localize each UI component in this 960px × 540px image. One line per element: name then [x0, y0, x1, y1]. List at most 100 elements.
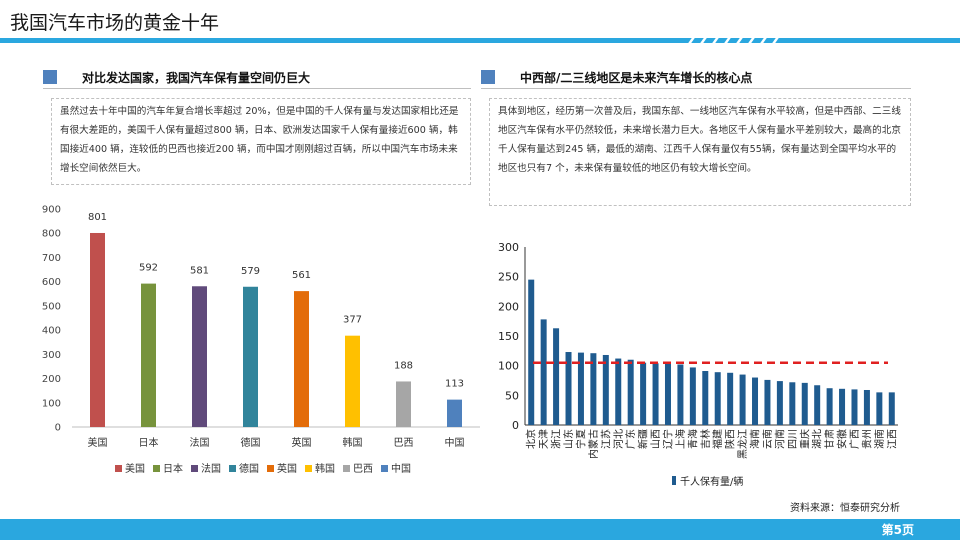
y-tick-label: 200 — [42, 374, 61, 385]
bar — [447, 399, 462, 427]
x-tick-label: 山西 — [650, 429, 662, 449]
bar — [888, 392, 895, 425]
y-tick-label: 600 — [42, 277, 61, 288]
legend-swatch — [672, 476, 676, 485]
legend-swatch — [305, 465, 312, 472]
bar — [801, 382, 808, 425]
bar — [689, 367, 696, 425]
legend-swatch — [343, 465, 350, 472]
footer-bar — [0, 519, 960, 540]
bar — [876, 392, 883, 425]
x-tick-label: 新疆 — [637, 429, 650, 449]
bar — [752, 377, 759, 425]
x-tick-label: 美国 — [88, 436, 108, 449]
data-label: 377 — [343, 315, 362, 326]
region-ownership-chart: 0 50 100 150 200 250 300 北京 天津 浙江 山东 宁夏 内蒙古 江苏 河北 广东 新疆山… — [498, 241, 898, 488]
legend-swatch — [153, 465, 160, 472]
y-tick-label: 100 — [42, 398, 61, 409]
right-section-divider — [481, 88, 911, 89]
y-tick-label: 300 — [42, 350, 61, 361]
bar — [141, 283, 156, 427]
x-tick-label: 湖南 — [873, 429, 886, 449]
bar — [577, 352, 584, 425]
bar — [396, 381, 411, 427]
bar — [192, 286, 207, 427]
data-label: 801 — [88, 212, 107, 223]
y-tick-label: 250 — [498, 271, 519, 284]
legend-swatch — [115, 465, 122, 472]
legend-swatch — [381, 465, 388, 472]
bar — [243, 286, 258, 427]
bar — [565, 352, 572, 425]
x-tick-label: 江西 — [886, 429, 898, 449]
x-tick-label: 法国 — [190, 436, 210, 449]
country-comparison-chart: 0 100 200 300 400 500 600 700 800 900 801 美国 592 日本 58… — [42, 205, 480, 475]
left-section-heading: 对比发达国家，我国汽车保有量空间仍巨大 — [82, 71, 311, 85]
legend-label: 千人保有量/辆 — [680, 475, 743, 488]
x-tick-label: 天津 — [538, 429, 550, 449]
source-note: 资料来源：恒泰研究分析 — [790, 503, 900, 514]
data-label: 592 — [139, 263, 158, 274]
y-tick-label: 0 — [55, 423, 61, 434]
bar — [627, 359, 634, 425]
legend-swatch — [191, 465, 198, 472]
x-tick-label: 广西 — [849, 429, 861, 449]
legend-label: 美国 — [125, 462, 145, 475]
bar — [714, 372, 721, 425]
data-label: 581 — [190, 265, 209, 276]
x-tick-label: 上海 — [674, 429, 687, 449]
bar — [739, 374, 746, 425]
left-section-marker — [43, 70, 57, 84]
x-tick-label: 德国 — [241, 436, 261, 449]
x-tick-label: 河北 — [613, 429, 625, 449]
x-tick-label: 北京 — [525, 429, 538, 449]
bar — [553, 328, 560, 425]
y-tick-label: 500 — [42, 301, 61, 312]
right-section-marker — [481, 70, 495, 84]
bar — [839, 388, 846, 425]
legend-label: 日本 — [163, 462, 183, 475]
legend-label: 德国 — [239, 462, 259, 475]
y-tick-label: 150 — [498, 330, 519, 343]
bar — [677, 364, 684, 425]
x-tick-label: 浙江 — [551, 429, 563, 449]
x-tick-label: 青海 — [686, 429, 699, 449]
bar — [294, 291, 309, 427]
bar — [863, 389, 870, 425]
x-tick-label: 河南 — [773, 429, 786, 449]
bar — [640, 362, 647, 425]
bar — [615, 358, 622, 425]
x-tick-label: 宁夏 — [574, 429, 587, 449]
legend-label: 巴西 — [353, 463, 373, 475]
bar — [776, 381, 783, 425]
bar — [826, 388, 833, 425]
page-title: 我国汽车市场的黄金十年 — [10, 12, 220, 34]
y-tick-label: 0 — [512, 419, 519, 432]
data-label: 113 — [445, 379, 464, 390]
x-tick-label: 四川 — [788, 429, 799, 449]
bar — [652, 363, 659, 425]
bar — [528, 279, 535, 425]
x-tick-label: 海南 — [749, 429, 762, 449]
legend-swatch — [267, 465, 274, 472]
x-tick-label: 英国 — [292, 436, 312, 449]
x-tick-label: 山东 — [562, 429, 575, 449]
legend-label: 法国 — [201, 462, 221, 475]
bar — [764, 379, 771, 425]
x-tick-label: 重庆 — [798, 429, 811, 449]
bar — [702, 371, 709, 425]
x-tick-label: 中国 — [445, 436, 465, 449]
legend-label: 中国 — [391, 462, 411, 475]
bar — [664, 363, 671, 425]
data-label: 579 — [241, 266, 260, 277]
y-tick-label: 100 — [498, 360, 519, 373]
x-tick-label: 辽宁 — [661, 429, 674, 449]
x-tick-label: 云南 — [761, 429, 774, 449]
data-label: 188 — [394, 360, 413, 371]
data-label: 561 — [292, 270, 311, 281]
bar — [727, 372, 734, 425]
legend-label: 韩国 — [315, 462, 335, 475]
bar — [789, 382, 796, 425]
right-text-box: 具体到地区，经历第一次普及后，我国东部、一线地区汽车保有水平较高，但是中西部、二… — [489, 98, 911, 206]
y-tick-label: 50 — [505, 389, 519, 402]
